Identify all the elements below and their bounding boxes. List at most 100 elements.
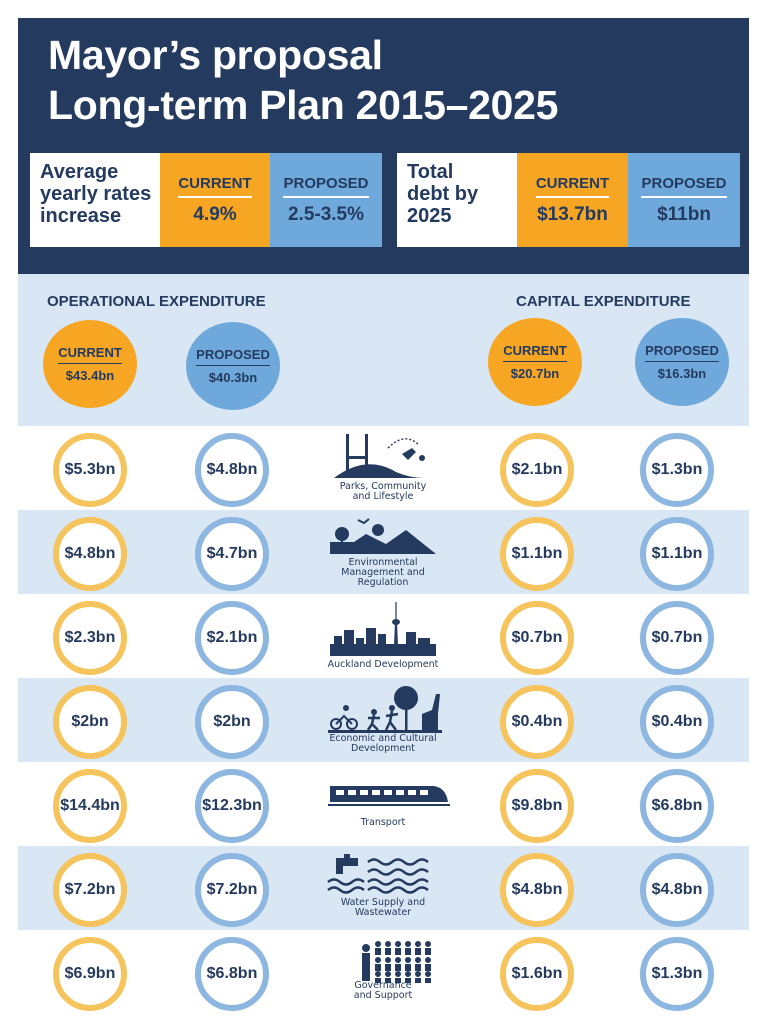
parks-icon	[334, 434, 425, 478]
op-proposed-ring: $2.1bn	[195, 601, 269, 675]
operational-proposed-value: $40.3bn	[208, 370, 258, 385]
category-row-governance: $6.9bn $6.8bn	[18, 930, 749, 1014]
debt-proposed-label: PROPOSED	[641, 175, 727, 198]
rates-current-value: 4.9%	[193, 203, 237, 225]
cap-current-ring: $0.4bn	[500, 685, 574, 759]
category-name: Parks, Community and Lifestyle	[318, 482, 448, 502]
capital-proposed-circle: PROPOSED $16.3bn	[635, 318, 729, 406]
op-proposed-ring: $2bn	[195, 685, 269, 759]
debt-label-line: debt by	[407, 183, 479, 205]
debt-proposed-cell: PROPOSED $11bn	[628, 153, 740, 247]
debt-label: Total debt by 2025	[397, 153, 517, 247]
category-name: Economic and Cultural Development	[318, 734, 448, 754]
category-name-line: Auckland Development	[327, 659, 439, 670]
rates-label-line: Average	[40, 161, 119, 183]
expenditure-summary-band: OPERATIONAL EXPENDITURE CAPITAL EXPENDIT…	[18, 274, 749, 426]
page-title: Mayor’s proposal Long-term Plan 2015–202…	[48, 30, 558, 130]
capital-current-label: CURRENT	[503, 343, 567, 362]
category-name-line: Parks, Community	[339, 481, 427, 492]
operational-proposed-label: PROPOSED	[196, 347, 270, 366]
cap-proposed-ring: $1.3bn	[640, 937, 714, 1011]
governance-icon	[362, 941, 431, 983]
debt-current-value: $13.7bn	[537, 203, 608, 225]
rates-proposed-label: PROPOSED	[283, 175, 369, 198]
op-proposed-ring: $4.7bn	[195, 517, 269, 591]
category-name-line: Governance	[354, 980, 412, 991]
capital-current-circle: CURRENT $20.7bn	[488, 318, 582, 406]
op-current-ring: $2.3bn	[53, 601, 127, 675]
op-proposed-ring: $7.2bn	[195, 853, 269, 927]
op-current-ring: $4.8bn	[53, 517, 127, 591]
category-name: Water Supply and Wastewater	[318, 898, 448, 918]
category-row-economic-cultural: $2bn $2bn Economic and Cultural Developm…	[18, 678, 749, 762]
category-label: Governance and Support	[318, 930, 448, 1014]
category-name-line: Environmental	[348, 557, 418, 568]
rates-proposed-cell: PROPOSED 2.5-3.5%	[270, 153, 382, 247]
capital-proposed-value: $16.3bn	[657, 366, 707, 381]
debt-proposed-value: $11bn	[657, 203, 711, 225]
operational-current-circle: CURRENT $43.4bn	[43, 320, 137, 408]
rates-label-line: increase	[40, 205, 122, 227]
category-name: Governance and Support	[318, 981, 448, 1001]
rates-label-line: yearly rates	[40, 183, 152, 205]
category-row-environmental: $4.8bn $4.7bn Environmental Management a…	[18, 510, 749, 594]
culture-icon	[328, 686, 442, 733]
category-name-line: and Lifestyle	[352, 491, 414, 502]
category-row-parks: $5.3bn $4.8bn Parks, Community and Lifes…	[18, 426, 749, 510]
train-icon	[328, 786, 450, 806]
cap-proposed-ring: $4.8bn	[640, 853, 714, 927]
category-name-line: Development	[351, 743, 415, 754]
cap-proposed-ring: $6.8bn	[640, 769, 714, 843]
category-label: Water Supply and Wastewater	[318, 846, 448, 930]
category-label: Economic and Cultural Development	[318, 678, 448, 762]
cap-current-ring: $4.8bn	[500, 853, 574, 927]
environment-icon	[330, 518, 436, 554]
cap-proposed-ring: $0.7bn	[640, 601, 714, 675]
category-row-transport: $14.4bn $12.3bn Transport $9.8bn $6.8bn	[18, 762, 749, 846]
operational-current-value: $43.4bn	[65, 368, 115, 383]
cap-proposed-ring: $1.1bn	[640, 517, 714, 591]
cap-current-ring: $9.8bn	[500, 769, 574, 843]
category-name-line: and Support	[353, 990, 413, 1001]
category-label: Auckland Development	[318, 594, 448, 678]
debt-current-label: CURRENT	[535, 175, 610, 198]
op-current-ring: $14.4bn	[53, 769, 127, 843]
header-panel: Mayor’s proposal Long-term Plan 2015–202…	[18, 18, 749, 274]
rates-current-label: CURRENT	[178, 175, 252, 198]
op-proposed-ring: $6.8bn	[195, 937, 269, 1011]
category-label: Environmental Management and Regulation	[318, 510, 448, 594]
category-name: Environmental Management and Regulation	[318, 558, 448, 588]
cap-current-ring: $1.1bn	[500, 517, 574, 591]
cap-current-ring: $0.7bn	[500, 601, 574, 675]
rates-increase-box: Average yearly rates increase CURRENT 4.…	[30, 153, 382, 247]
op-current-ring: $2bn	[53, 685, 127, 759]
city-skyline-icon	[330, 602, 436, 656]
capital-current-value: $20.7bn	[510, 366, 560, 381]
rates-proposed-value: 2.5-3.5%	[287, 203, 365, 225]
category-row-auckland-development: $2.3bn $2.1bn Auckland Development $0.7b…	[18, 594, 749, 678]
category-label: Parks, Community and Lifestyle	[318, 426, 448, 510]
operational-proposed-circle: PROPOSED $40.3bn	[186, 322, 280, 410]
category-name-line: Transport	[360, 817, 406, 828]
op-proposed-ring: $4.8bn	[195, 433, 269, 507]
water-tap-icon	[327, 854, 429, 894]
cap-proposed-ring: $1.3bn	[640, 433, 714, 507]
category-name-line: Wastewater	[354, 907, 412, 918]
debt-label-line: Total	[407, 161, 454, 183]
debt-current-cell: CURRENT $13.7bn	[517, 153, 628, 247]
cap-current-ring: $2.1bn	[500, 433, 574, 507]
rates-current-cell: CURRENT 4.9%	[160, 153, 270, 247]
capital-heading: CAPITAL EXPENDITURE	[516, 293, 691, 310]
operational-current-label: CURRENT	[58, 345, 122, 364]
op-proposed-ring: $12.3bn	[195, 769, 269, 843]
op-current-ring: $5.3bn	[53, 433, 127, 507]
cap-current-ring: $1.6bn	[500, 937, 574, 1011]
op-current-ring: $6.9bn	[53, 937, 127, 1011]
cap-proposed-ring: $0.4bn	[640, 685, 714, 759]
category-name-line: Regulation	[357, 577, 409, 588]
category-name: Transport	[318, 818, 448, 828]
category-row-water: $7.2bn $7.2bn Water Supply and Wastewate…	[18, 846, 749, 930]
category-name: Auckland Development	[318, 660, 448, 670]
category-name-line: Water Supply and	[340, 897, 426, 908]
title-line-1: Mayor’s proposal	[48, 32, 383, 78]
